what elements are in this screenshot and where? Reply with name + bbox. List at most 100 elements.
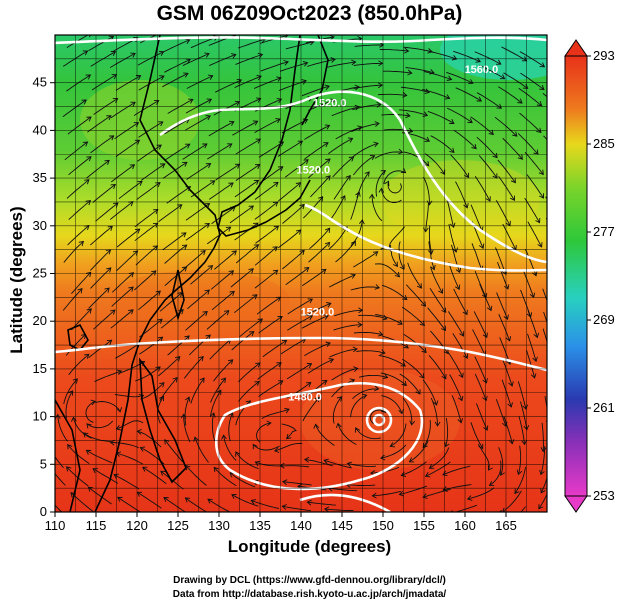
- streamline-arrowhead: [104, 287, 110, 293]
- streamline-arrowhead: [404, 47, 410, 54]
- streamline-arrowhead: [90, 399, 97, 406]
- streamline-arrowhead: [164, 439, 170, 445]
- streamline-arrowhead: [216, 389, 222, 396]
- streamline: [88, 339, 112, 359]
- streamline: [331, 106, 360, 117]
- streamline: [544, 396, 547, 411]
- streamline: [527, 333, 537, 362]
- x-tick-label: 150: [372, 518, 394, 533]
- streamline-arrowhead: [117, 496, 123, 502]
- streamline: [110, 101, 136, 119]
- streamline: [139, 35, 158, 44]
- x-tick-label: 155: [413, 518, 435, 533]
- streamline-arrowhead: [277, 166, 284, 172]
- streamline-arrowhead: [523, 425, 530, 431]
- streamline-arrowhead: [78, 240, 85, 247]
- streamline-arrowhead: [402, 92, 408, 98]
- streamline: [164, 439, 184, 463]
- streamline: [538, 493, 547, 510]
- streamline-arrowhead: [350, 240, 356, 247]
- streamline: [209, 390, 222, 417]
- streamline: [522, 270, 535, 298]
- streamline-arrowhead: [199, 377, 205, 383]
- streamline: [94, 370, 122, 383]
- streamline: [235, 244, 259, 264]
- streamline-arrowhead: [530, 373, 537, 379]
- streamline-arrowhead: [538, 169, 544, 176]
- streamline: [134, 270, 157, 291]
- streamline: [423, 71, 452, 81]
- streamline-arrowhead: [250, 499, 256, 505]
- streamline: [453, 288, 468, 315]
- streamline-arrowhead: [441, 373, 447, 380]
- streamline-arrowhead: [382, 373, 389, 380]
- streamline-arrowhead: [369, 154, 376, 161]
- streamline-arrowhead: [181, 232, 187, 238]
- streamline-arrowhead: [538, 504, 544, 510]
- streamline-arrowhead: [257, 52, 264, 59]
- colorbar-tick-label: 293: [593, 48, 615, 63]
- x-tick-label: 165: [495, 518, 517, 533]
- streamline-arrowhead: [416, 283, 422, 289]
- streamline: [334, 309, 363, 317]
- streamline-arrowhead: [428, 463, 435, 469]
- streamline-arrowhead: [347, 137, 354, 143]
- streamline: [92, 468, 119, 484]
- streamline-arrowhead: [249, 331, 255, 337]
- streamline-arrowhead: [248, 268, 254, 274]
- streamline: [67, 225, 90, 246]
- streamline-arrowhead: [374, 284, 381, 290]
- streamline-arrowhead: [409, 420, 416, 426]
- streamline-arrowhead: [512, 131, 518, 137]
- streamline: [540, 446, 546, 475]
- streamline-arrowhead: [537, 242, 543, 248]
- streamline-arrowhead: [159, 75, 165, 81]
- wind-streamlines: [55, 35, 547, 512]
- typhoon-core-contour: [372, 413, 386, 427]
- streamline: [352, 388, 379, 400]
- streamline: [445, 418, 449, 447]
- streamline-arrowhead: [324, 84, 331, 91]
- streamline: [215, 163, 240, 181]
- streamline-arrowhead: [306, 363, 313, 369]
- streamline-arrowhead: [449, 147, 455, 153]
- streamline-arrowhead: [209, 412, 216, 418]
- streamline-arrowhead: [442, 486, 448, 492]
- streamline-arrowhead: [231, 250, 237, 256]
- streamline-arrowhead: [328, 358, 335, 364]
- streamline-arrowhead: [430, 264, 436, 271]
- streamline: [282, 481, 312, 486]
- streamline: [517, 133, 539, 155]
- streamline: [351, 122, 380, 133]
- streamline-arrowhead: [129, 164, 136, 170]
- streamline: [403, 46, 433, 53]
- streamline: [211, 291, 235, 311]
- streamline: [164, 244, 187, 264]
- height-contours: [55, 36, 547, 512]
- streamline: [476, 92, 502, 109]
- streamline-arrowhead: [371, 492, 377, 499]
- streamline-arrowhead: [204, 289, 210, 295]
- streamline: [307, 358, 334, 374]
- streamline-arrowhead: [172, 376, 178, 383]
- streamline-arrowhead: [175, 356, 181, 362]
- streamline: [62, 288, 83, 311]
- streamline: [378, 354, 406, 367]
- streamline: [211, 412, 216, 442]
- streamline-arrowhead: [184, 497, 191, 503]
- streamline: [134, 222, 158, 242]
- contour-label: 1520.0: [301, 306, 335, 318]
- streamline: [190, 265, 213, 285]
- streamline-arrowhead: [160, 470, 166, 476]
- streamline-arrowhead: [248, 205, 254, 211]
- streamline: [429, 447, 450, 469]
- streamline: [182, 53, 210, 67]
- streamline-arrowhead: [104, 159, 110, 165]
- streamline: [425, 461, 451, 477]
- map-title: GSM 06Z09Oct2023 (850.0hPa): [156, 2, 463, 25]
- streamline-arrowhead: [229, 120, 235, 126]
- streamline: [65, 390, 74, 419]
- streamline: [309, 227, 331, 250]
- streamline: [67, 116, 92, 135]
- streamline-arrowhead: [323, 142, 329, 148]
